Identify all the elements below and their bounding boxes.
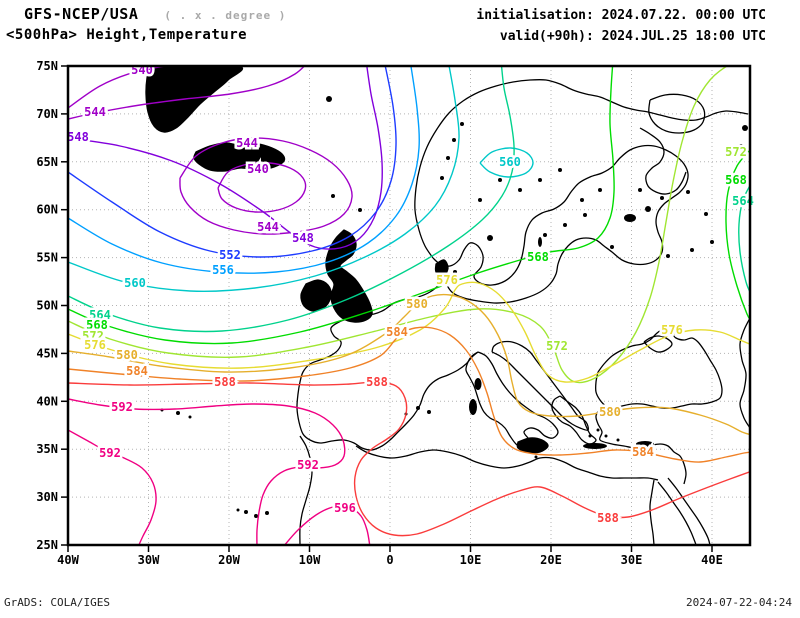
- contour-label-layer: 5405405445445445485485525565605605645645…: [65, 61, 757, 528]
- resolution-note: ( . x . degree ): [164, 9, 287, 22]
- contour-label-544: 544: [236, 136, 258, 150]
- contour-584: [68, 326, 750, 463]
- y-axis-label: 50N: [36, 299, 58, 313]
- contour-label-544: 544: [84, 105, 106, 119]
- contour-label-552: 552: [219, 248, 241, 262]
- contour-label-584: 584: [386, 325, 408, 339]
- y-axis-label: 35N: [36, 442, 58, 456]
- contour-label-572: 572: [546, 339, 568, 353]
- contour-label-596: 596: [334, 501, 356, 515]
- contour-580: [68, 293, 750, 436]
- y-axis-label: 75N: [36, 59, 58, 73]
- contour-label-580: 580: [406, 297, 428, 311]
- creation-timestamp: 2024-07-22-04:24: [686, 596, 792, 609]
- contour-596: [283, 505, 371, 545]
- x-axis-label: 10W: [299, 553, 321, 567]
- contour-576: [68, 281, 750, 383]
- x-axis-label: 0: [386, 553, 393, 567]
- contour-label-564: 564: [89, 308, 111, 322]
- x-axis-label: 30E: [621, 553, 643, 567]
- y-axis-label: 70N: [36, 107, 58, 121]
- contour-label-580: 580: [116, 348, 138, 362]
- y-axis-label: 60N: [36, 203, 58, 217]
- contour-label-556: 556: [212, 263, 234, 277]
- model-title: GFS-NCEP/USA: [24, 5, 139, 23]
- contour-label-584: 584: [126, 364, 148, 378]
- valid-time-label: valid(+90h): 2024.JUL.25 18:00 UTC: [499, 29, 766, 44]
- contour-544: [68, 66, 353, 235]
- contour-label-572: 572: [82, 329, 104, 343]
- contour-label-572: 572: [725, 145, 747, 159]
- y-axis-label: 30N: [36, 490, 58, 504]
- contour-564: [68, 66, 750, 333]
- contour-label-592: 592: [111, 400, 133, 414]
- contour-556: [68, 66, 420, 274]
- contour-label-568: 568: [725, 173, 747, 187]
- contour-label-568: 568: [527, 250, 549, 264]
- contour-label-576: 576: [84, 338, 106, 352]
- x-axis-label: 20W: [218, 553, 240, 567]
- contour-layer: [68, 66, 750, 545]
- header-line-1: GFS-NCEP/USA ( . x . degree ): [24, 5, 286, 23]
- contour-label-548: 548: [67, 130, 89, 144]
- contour-588: [68, 381, 750, 537]
- contour-560: [68, 66, 534, 293]
- y-axis-label: 25N: [36, 538, 58, 552]
- y-axis-label: 45N: [36, 346, 58, 360]
- contour-label-576: 576: [661, 323, 683, 337]
- contour-label-592: 592: [99, 446, 121, 460]
- contour-label-560: 560: [124, 276, 146, 290]
- contour-label-592: 592: [297, 458, 319, 472]
- header-times: initialisation: 2024.07.22. 00:00 UTC va…: [476, 5, 766, 47]
- contour-548: [68, 66, 383, 250]
- grid-layer: [68, 66, 750, 545]
- init-time-label: initialisation: 2024.07.22. 00:00 UTC: [476, 8, 766, 23]
- y-axis-label: 55N: [36, 251, 58, 265]
- x-axis-label: 10E: [460, 553, 482, 567]
- tick-layer: [61, 65, 713, 552]
- contour-label-588: 588: [214, 375, 236, 389]
- contour-label-540: 540: [247, 162, 269, 176]
- coastline-layer: [145, 66, 750, 545]
- x-axis-label: 40E: [701, 553, 723, 567]
- grads-credit: GrADS: COLA/IGES: [4, 596, 110, 609]
- contour-label-588: 588: [597, 511, 619, 525]
- contour-552: [68, 66, 397, 258]
- contour-568: [68, 66, 750, 345]
- contour-592: [68, 398, 346, 545]
- contour-label-544: 544: [257, 220, 279, 234]
- x-axis-label: 20E: [540, 553, 562, 567]
- y-axis-label: 40N: [36, 394, 58, 408]
- x-axis-label: 30W: [138, 553, 160, 567]
- contour-label-560: 560: [499, 155, 521, 169]
- y-axis-label: 65N: [36, 155, 58, 169]
- x-axis-label: 40W: [57, 553, 79, 567]
- contour-label-584: 584: [632, 445, 654, 459]
- contour-label-568: 568: [86, 318, 108, 332]
- contour-label-548: 548: [292, 231, 314, 245]
- contour-label-580: 580: [599, 405, 621, 419]
- axis-label-layer: 40W 30W 20W 10W 0 10E 20E 30E 40E 75N 70N 65N 60N 55N…: [36, 59, 723, 567]
- contour-540: [68, 66, 307, 213]
- field-title: <500hPa> Height,Temperature: [6, 27, 248, 43]
- contour-label-588: 588: [366, 375, 388, 389]
- contour-label-576: 576: [436, 273, 458, 287]
